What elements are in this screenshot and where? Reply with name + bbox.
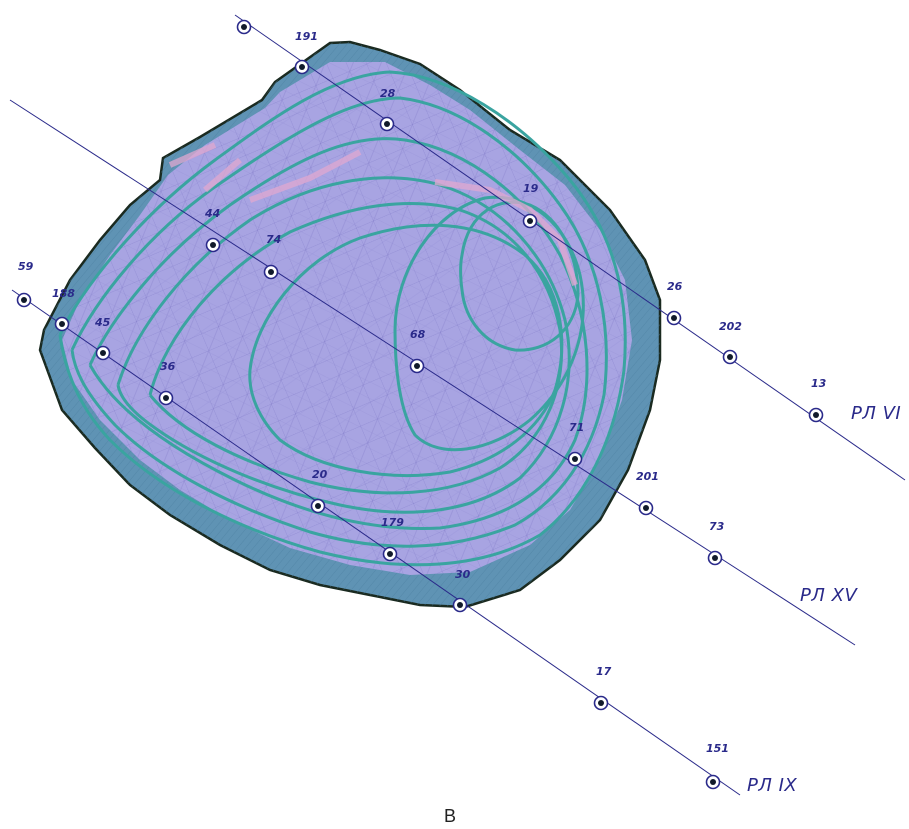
well-201: 201	[636, 470, 659, 516]
well-label-17: 17	[596, 665, 612, 678]
well-label-74: 74	[266, 233, 281, 246]
well-marker-dot	[643, 505, 649, 511]
well-label-202: 202	[719, 320, 742, 333]
well-label-28: 28	[380, 87, 396, 100]
profile-line-rl-vi	[234, 14, 906, 481]
well-marker-dot	[21, 297, 27, 303]
well-label-71: 71	[569, 421, 584, 434]
well-label-73: 73	[709, 520, 725, 533]
well-marker-dot	[414, 363, 420, 369]
fault-band-4	[434, 179, 578, 286]
contour-line-7	[393, 195, 585, 452]
well-36: 36	[158, 360, 176, 406]
well-label-59: 59	[18, 260, 34, 273]
well-label-191: 191	[295, 30, 318, 43]
well-marker-dot	[59, 321, 65, 327]
well-26: 26	[666, 280, 683, 326]
well-label-13: 13	[811, 377, 827, 390]
well-68: 68	[409, 328, 426, 374]
well-marker-dot	[268, 269, 274, 275]
well-label-26: 26	[667, 280, 683, 293]
well-unlabeled-top	[236, 19, 252, 35]
well-202: 202	[719, 320, 742, 365]
well-label-30: 30	[455, 568, 471, 581]
well-marker-dot	[710, 779, 716, 785]
well-marker-dot	[527, 218, 533, 224]
well-marker-dot	[671, 315, 677, 321]
well-marker-dot	[813, 412, 819, 418]
well-20: 20	[310, 468, 328, 514]
well-marker-dot	[712, 555, 718, 561]
well-label-36: 36	[160, 360, 176, 373]
contour-line-3	[88, 137, 589, 530]
well-59: 59	[16, 260, 34, 308]
well-13: 13	[808, 377, 827, 423]
well-45: 45	[94, 316, 111, 361]
fault-band-3	[248, 149, 362, 203]
well-74: 74	[263, 233, 281, 280]
well-marker-dot	[241, 24, 247, 30]
well-44: 44	[204, 207, 220, 253]
well-label-20: 20	[312, 468, 328, 481]
well-30: 30	[452, 568, 471, 613]
well-marker-dot	[163, 395, 169, 401]
contour-line-1	[58, 70, 627, 567]
well-label-68: 68	[410, 328, 426, 341]
profile-label-rl-ix: РЛ IX	[747, 775, 797, 796]
well-label-151: 151	[706, 742, 729, 755]
well-151: 151	[705, 742, 729, 790]
panel-letter: B	[444, 806, 457, 826]
contour-line-4	[116, 176, 571, 514]
well-marker-dot	[384, 121, 390, 127]
fault-band-1	[168, 142, 217, 168]
well-19: 19	[522, 182, 539, 229]
well-71: 71	[567, 421, 584, 467]
contour-line-6	[248, 223, 564, 477]
well-label-179: 179	[381, 516, 404, 529]
well-label-188: 188	[52, 287, 75, 300]
profile-label-rl-vi: РЛ VI	[851, 403, 901, 424]
well-label-19: 19	[523, 182, 539, 195]
well-label-44: 44	[204, 207, 220, 220]
fault-band-2	[203, 157, 242, 193]
well-label-45: 45	[94, 316, 111, 329]
well-188: 188	[52, 287, 75, 332]
well-label-201: 201	[636, 470, 659, 483]
well-marker-dot	[210, 242, 216, 248]
well-marker-dot	[315, 503, 321, 509]
wells-layer: 191 28 19 26 202 13 44 74 68 71 201 73 59 188 45 36 20 17…	[16, 19, 827, 790]
well-marker-dot	[100, 350, 106, 356]
well-marker-dot	[598, 700, 604, 706]
well-marker-dot	[299, 64, 305, 70]
well-17: 17	[593, 665, 612, 711]
well-marker-dot	[387, 551, 393, 557]
well-179: 179	[381, 516, 404, 562]
well-marker-dot	[457, 602, 463, 608]
well-marker-dot	[727, 354, 733, 360]
well-191: 191	[294, 30, 318, 75]
well-28: 28	[379, 87, 396, 132]
contour-line-2	[70, 96, 608, 548]
well-73: 73	[707, 520, 725, 566]
well-marker-dot	[572, 456, 578, 462]
profile-label-rl-xv: РЛ XV	[800, 585, 858, 606]
profile-line-rl-ix	[11, 289, 741, 796]
fault-bands	[168, 142, 578, 286]
